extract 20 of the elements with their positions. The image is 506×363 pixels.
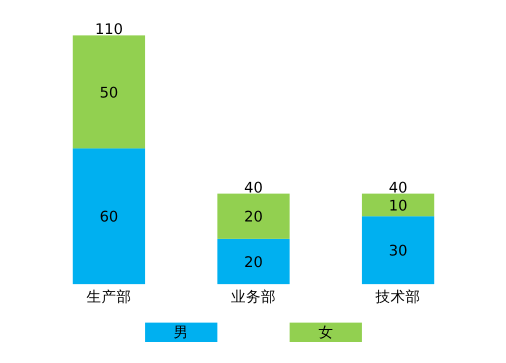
bar <box>362 216 434 284</box>
text: 男 <box>174 324 189 341</box>
data-label: 60 <box>100 208 118 226</box>
total-label: 40 <box>244 180 263 196</box>
x-tick-label: 技术部 <box>374 288 421 306</box>
bar <box>362 194 434 216</box>
data-label: 10 <box>388 197 408 214</box>
text: 女 <box>318 324 334 341</box>
total-label: 40 <box>388 180 408 196</box>
x-tick-label: 生产部 <box>86 288 132 306</box>
bar <box>217 238 290 284</box>
bar <box>72 148 146 284</box>
bar <box>217 194 290 239</box>
total-label: 110 <box>94 21 123 38</box>
data-label: 30 <box>388 242 408 260</box>
data-label: 50 <box>100 84 118 102</box>
bar <box>72 35 146 148</box>
data-label: 20 <box>244 254 263 271</box>
x-tick-label: 业务部 <box>231 288 276 306</box>
data-label: 20 <box>244 208 263 226</box>
